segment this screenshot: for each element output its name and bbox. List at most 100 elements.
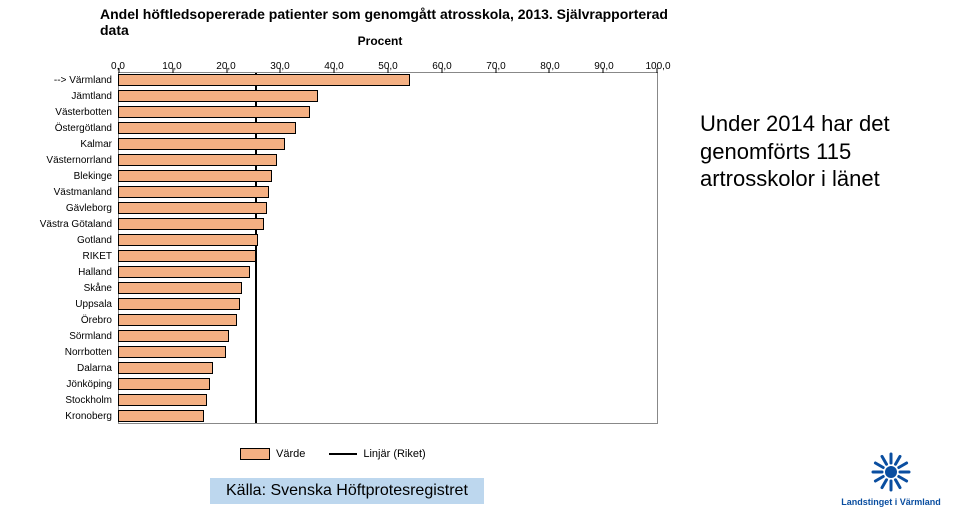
- bar: [118, 314, 237, 326]
- table-row: Västerbotten: [20, 104, 670, 120]
- legend-item-value: Värde: [240, 448, 305, 460]
- category-label: Västerbotten: [20, 107, 118, 118]
- bar-rows: --> Värmland Jämtland Västerbotten Östergöt…: [20, 72, 670, 424]
- category-label: Blekinge: [20, 171, 118, 182]
- bar: [118, 234, 258, 246]
- bar-cell: [118, 184, 658, 200]
- table-row: Uppsala: [20, 296, 670, 312]
- bar-cell: [118, 88, 658, 104]
- bar-cell: [118, 152, 658, 168]
- bar-cell: [118, 120, 658, 136]
- table-row: --> Värmland: [20, 72, 670, 88]
- bar-cell: [118, 280, 658, 296]
- category-label: Västra Götaland: [20, 219, 118, 230]
- category-label: Örebro: [20, 315, 118, 326]
- table-row: Blekinge: [20, 168, 670, 184]
- legend-label-value: Värde: [276, 448, 305, 460]
- legend-swatch-bar: [240, 448, 270, 460]
- bar: [118, 154, 277, 166]
- x-tick: 80,0: [540, 61, 559, 72]
- table-row: Västmanland: [20, 184, 670, 200]
- bar: [118, 394, 207, 406]
- bar: [118, 410, 204, 422]
- axis-label-procent: Procent: [100, 34, 660, 48]
- category-label: Kronoberg: [20, 411, 118, 422]
- category-label: Sörmland: [20, 331, 118, 342]
- bar: [118, 218, 264, 230]
- table-row: Örebro: [20, 312, 670, 328]
- category-label: Uppsala: [20, 299, 118, 310]
- logo-text: Landstinget i Värmland: [836, 498, 946, 508]
- category-label: Halland: [20, 267, 118, 278]
- table-row: Jämtland: [20, 88, 670, 104]
- category-label: Jämtland: [20, 91, 118, 102]
- category-label: Östergötland: [20, 123, 118, 134]
- category-label: Norrbotten: [20, 347, 118, 358]
- bar-cell: [118, 296, 658, 312]
- legend-item-line: Linjär (Riket): [329, 448, 425, 460]
- category-label: --> Värmland: [20, 75, 118, 86]
- bar: [118, 330, 229, 342]
- logo: Landstinget i Värmland: [836, 450, 946, 508]
- category-label: Jönköping: [20, 379, 118, 390]
- bar-cell: [118, 216, 658, 232]
- category-label: Skåne: [20, 283, 118, 294]
- bar: [118, 202, 267, 214]
- table-row: Kalmar: [20, 136, 670, 152]
- table-row: Kronoberg: [20, 408, 670, 424]
- x-axis: 0,010,020,030,040,050,060,070,080,090,01…: [20, 50, 670, 72]
- category-label: Västernorrland: [20, 155, 118, 166]
- bar-cell: [118, 408, 658, 424]
- bar-cell: [118, 360, 658, 376]
- bar-cell: [118, 168, 658, 184]
- annotation-text: Under 2014 har det genomförts 115 artros…: [700, 110, 930, 193]
- bar-cell: [118, 344, 658, 360]
- bar: [118, 138, 285, 150]
- table-row: Norrbotten: [20, 344, 670, 360]
- bar-cell: [118, 104, 658, 120]
- bar-cell: [118, 312, 658, 328]
- table-row: Halland: [20, 264, 670, 280]
- bar: [118, 106, 310, 118]
- bar-cell: [118, 200, 658, 216]
- table-row: Östergötland: [20, 120, 670, 136]
- bar-cell: [118, 136, 658, 152]
- x-tick: 100,0: [645, 61, 670, 72]
- bar-cell: [118, 376, 658, 392]
- table-row: Gävleborg: [20, 200, 670, 216]
- table-row: Dalarna: [20, 360, 670, 376]
- bar: [118, 346, 226, 358]
- category-label: Gävleborg: [20, 203, 118, 214]
- table-row: Skåne: [20, 280, 670, 296]
- bar: [118, 90, 318, 102]
- sun-icon: [869, 450, 913, 494]
- x-tick: 90,0: [594, 61, 613, 72]
- bar: [118, 378, 210, 390]
- category-label: RIKET: [20, 251, 118, 262]
- bar: [118, 362, 213, 374]
- bar: [118, 282, 242, 294]
- bar: [118, 266, 250, 278]
- bar-cell: [118, 232, 658, 248]
- bar: [118, 298, 240, 310]
- bar-cell: [118, 392, 658, 408]
- bar: [118, 170, 272, 182]
- table-row: Västernorrland: [20, 152, 670, 168]
- bar: [118, 74, 410, 86]
- bar: [118, 250, 256, 262]
- table-row: Gotland: [20, 232, 670, 248]
- category-label: Västmanland: [20, 187, 118, 198]
- table-row: Västra Götaland: [20, 216, 670, 232]
- bar: [118, 186, 269, 198]
- table-row: Sörmland: [20, 328, 670, 344]
- table-row: Jönköping: [20, 376, 670, 392]
- bar-cell: [118, 264, 658, 280]
- legend: Värde Linjär (Riket): [240, 448, 426, 460]
- legend-label-line: Linjär (Riket): [363, 448, 425, 460]
- category-label: Gotland: [20, 235, 118, 246]
- source-caption: Källa: Svenska Höftprotesregistret: [210, 478, 484, 504]
- bar: [118, 122, 296, 134]
- bar-cell: [118, 72, 658, 88]
- bar-cell: [118, 248, 658, 264]
- table-row: RIKET: [20, 248, 670, 264]
